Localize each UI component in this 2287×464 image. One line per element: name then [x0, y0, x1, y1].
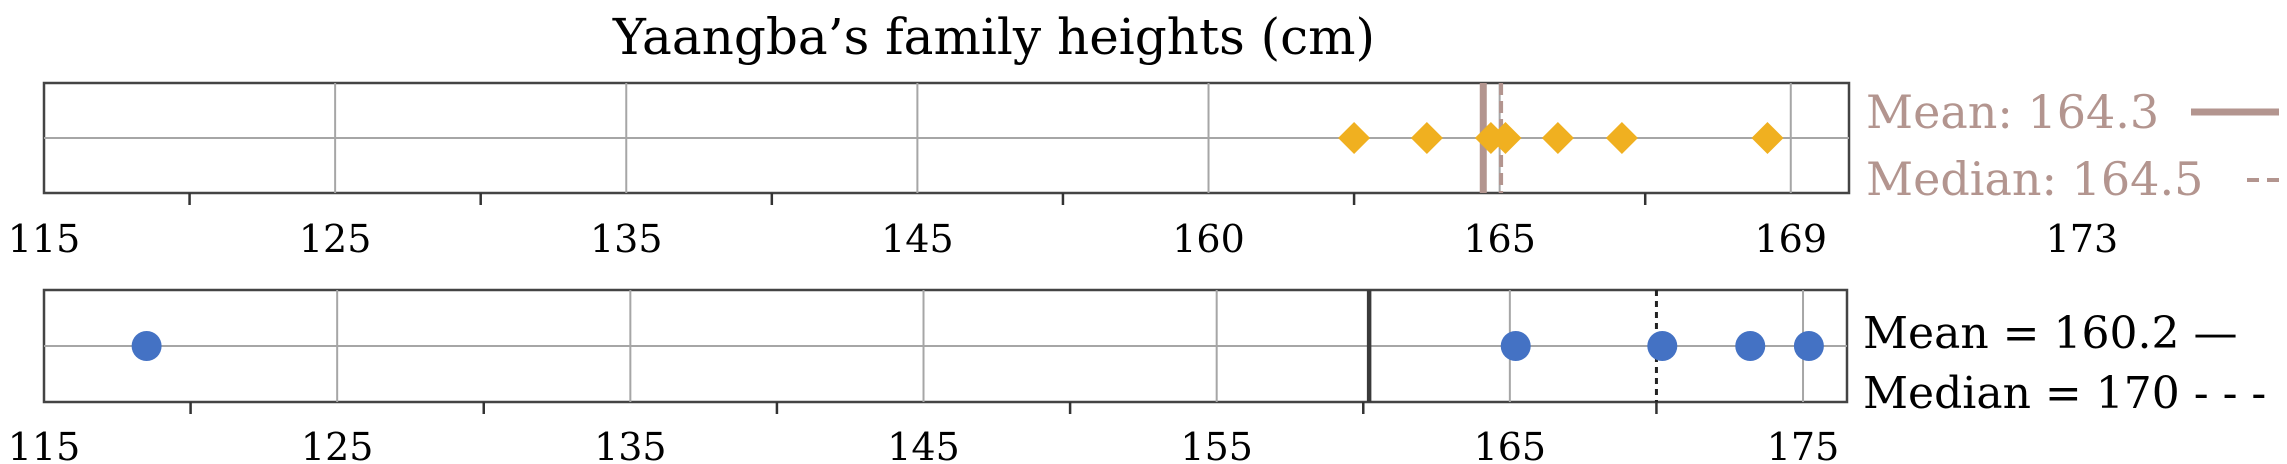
top-panel: 115 125 135 145 160 165 169 173 — [8, 81, 2119, 261]
panel-1-data-point — [1735, 331, 1766, 361]
bottom-legend: Mean = 160.2 — Median = 170 - - - — [1863, 308, 2266, 419]
panel-1-data-point — [1647, 331, 1678, 361]
bottom-legend-median-label: Median = 170 - - - — [1863, 368, 2266, 419]
panel-0-tick-label: 169 — [1755, 217, 1828, 261]
panel-0-data-point — [1410, 122, 1443, 154]
panel-0-tick-label: 125 — [299, 217, 372, 261]
panel-1-data-point — [1500, 331, 1531, 361]
panel-1-tick-label: 145 — [887, 425, 960, 464]
panel-1-tick-label: 135 — [594, 425, 667, 464]
panel-0-tick-label: 115 — [8, 217, 81, 261]
panel-1-data-point — [1793, 331, 1824, 361]
panel-0-tick-label: 145 — [881, 217, 954, 261]
bottom-panel: 115 125 135 145 155 165 175 — [8, 288, 1849, 464]
top-legend-median-label: Median: 164.5 — [1866, 152, 2203, 206]
top-legend-mean-label: Mean: 164.3 — [1866, 85, 2159, 139]
panel-0-data-point — [1338, 122, 1371, 154]
panel-1-tick-label: 125 — [301, 425, 374, 464]
bottom-legend-mean-label: Mean = 160.2 — — [1863, 308, 2237, 359]
panel-1-tick-label: 115 — [8, 425, 81, 464]
panel-1-tick-label: 175 — [1767, 425, 1840, 464]
panel-0-tick-label: 165 — [1463, 217, 1536, 261]
panel-0-data-point — [1489, 122, 1522, 154]
panel-0-data-point — [1541, 122, 1574, 154]
panel-1-data-point — [131, 331, 162, 361]
panel-0-data-point — [1751, 122, 1784, 154]
panel-1-tick-label: 155 — [1180, 425, 1253, 464]
panel-0-data-point — [1605, 122, 1638, 154]
panel-1-tick-label: 165 — [1474, 425, 1547, 464]
panel-0-tick-label: 160 — [1172, 217, 1245, 261]
panel-0-tick-label: 173 — [2046, 217, 2119, 261]
panel-0-tick-label: 135 — [590, 217, 663, 261]
chart-title: Yaangba’s family heights (cm) — [612, 8, 1375, 66]
top-legend: Mean: 164.3 Median: 164.5 — [1866, 85, 2283, 206]
